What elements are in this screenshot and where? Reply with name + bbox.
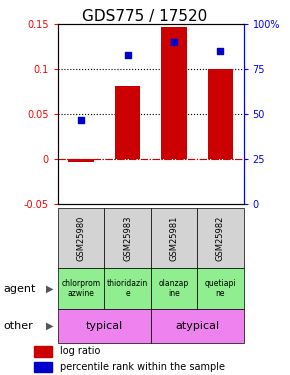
Bar xyxy=(34,346,52,357)
Bar xyxy=(104,208,151,268)
Point xyxy=(125,52,130,58)
Text: GSM25982: GSM25982 xyxy=(216,215,225,261)
Text: chlorprom
azwine: chlorprom azwine xyxy=(62,279,101,298)
Text: other: other xyxy=(3,321,33,331)
Bar xyxy=(58,309,151,343)
Bar xyxy=(115,86,140,159)
Text: GSM25981: GSM25981 xyxy=(169,215,179,261)
Text: GDS775 / 17520: GDS775 / 17520 xyxy=(82,9,208,24)
Bar xyxy=(58,208,104,268)
Bar xyxy=(34,362,52,372)
Text: agent: agent xyxy=(3,284,35,294)
Bar xyxy=(151,309,244,343)
Bar xyxy=(68,159,94,162)
Text: percentile rank within the sample: percentile rank within the sample xyxy=(60,362,225,372)
Text: atypical: atypical xyxy=(175,321,219,331)
Text: ▶: ▶ xyxy=(46,321,54,331)
Text: ▶: ▶ xyxy=(46,284,54,294)
Point xyxy=(79,117,84,123)
Point xyxy=(172,39,176,45)
Point xyxy=(218,48,223,54)
Text: GSM25983: GSM25983 xyxy=(123,215,132,261)
Text: olanzap
ine: olanzap ine xyxy=(159,279,189,298)
Bar xyxy=(58,268,104,309)
Text: thioridazin
e: thioridazin e xyxy=(107,279,148,298)
Bar xyxy=(197,208,244,268)
Bar xyxy=(197,268,244,309)
Bar xyxy=(151,208,197,268)
Text: quetiapi
ne: quetiapi ne xyxy=(204,279,236,298)
Text: GSM25980: GSM25980 xyxy=(77,215,86,261)
Bar xyxy=(161,27,187,159)
Bar xyxy=(151,268,197,309)
Bar xyxy=(104,268,151,309)
Text: log ratio: log ratio xyxy=(60,346,101,356)
Bar xyxy=(208,69,233,159)
Text: typical: typical xyxy=(86,321,123,331)
